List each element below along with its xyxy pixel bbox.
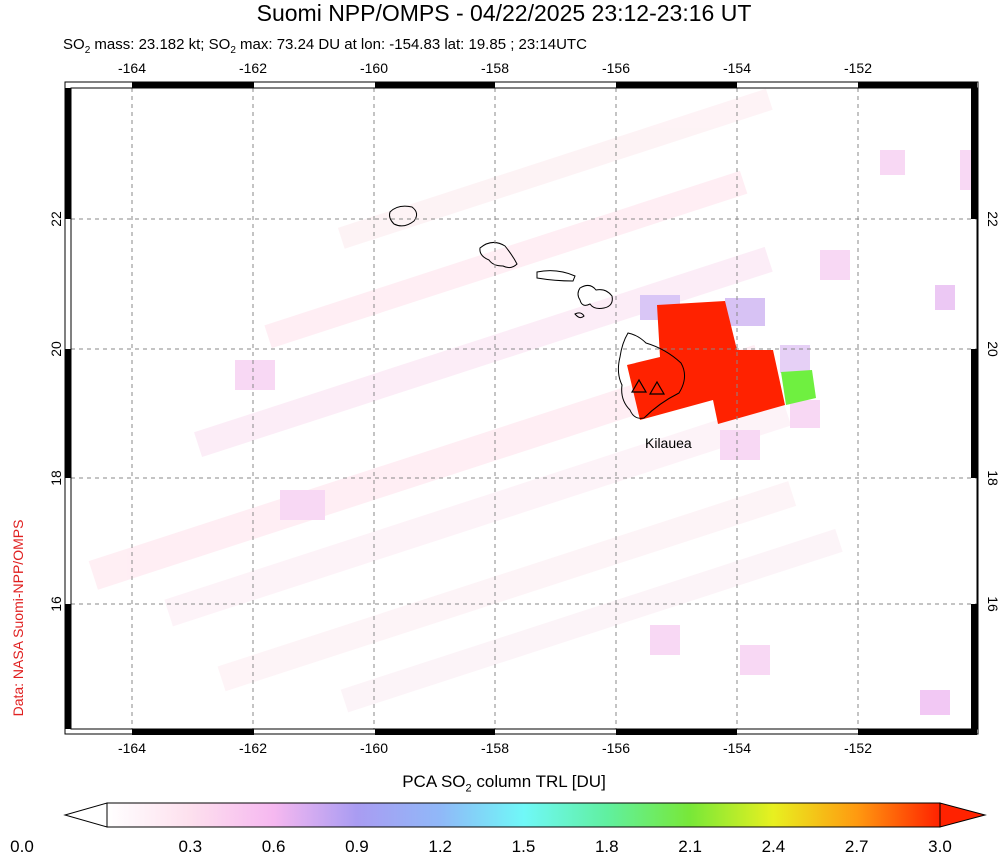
colorbar-tick-label: 3.0: [928, 837, 952, 856]
frame-bar: [375, 82, 495, 88]
colorbar-gradient: [106, 802, 941, 828]
volcano-markers: [630, 378, 666, 395]
lon-tick-top: -164: [117, 60, 147, 76]
volcano-label: Kilauea: [645, 435, 692, 451]
frame-bar: [65, 349, 71, 478]
lat-tick-right: 18: [984, 470, 1001, 486]
so2-background-pixels: [88, 88, 976, 715]
island-molokai: [536, 270, 576, 282]
frame-bar: [375, 729, 495, 735]
so2-summary: SO2 mass: 23.182 kt; SO2 max: 73.24 DU a…: [63, 36, 587, 56]
frame-bar: [65, 604, 71, 729]
lat-tick-left: 20: [47, 341, 64, 357]
colorbar-tick-label: 1.5: [511, 837, 536, 856]
colorbar-min-arrow: [63, 802, 108, 828]
lat-tick-right: 22: [984, 211, 1001, 227]
lat-tick-left: 16: [47, 596, 64, 612]
map: Kilauea: [64, 81, 979, 735]
map-frame-bars: [65, 82, 977, 735]
so2-plume-mid: [781, 370, 816, 405]
frame-bar: [971, 604, 977, 729]
frame-bar: [616, 82, 737, 88]
colorbar-tick-label: 0.3: [178, 837, 203, 856]
lon-tick-bottom: -158: [480, 740, 510, 756]
lon-tick-top: -158: [480, 60, 510, 76]
colorbar-title: PCA SO2 column TRL [DU]: [402, 772, 606, 795]
lon-tick-top: -162: [238, 60, 268, 76]
lon-tick-top: -160: [359, 60, 389, 76]
frame-bar: [858, 729, 977, 735]
lon-tick-top: -154: [722, 60, 752, 76]
lon-tick-bottom: -164: [117, 740, 147, 756]
lat-tick-left: 22: [47, 211, 64, 227]
colorbar-max-arrow: [939, 802, 987, 828]
frame-bar: [858, 82, 977, 88]
so2-plume-high: [627, 301, 785, 424]
lat-tick-left: 18: [47, 470, 64, 486]
volcano-triangle-icon: [648, 380, 666, 395]
colorbar-tick-label: 2.1: [678, 837, 702, 856]
colorbar-tick-label: 0.0: [10, 837, 34, 856]
lon-tick-bottom: -160: [359, 740, 389, 756]
lon-tick-bottom: -152: [843, 740, 873, 756]
island-kauai: [389, 205, 418, 227]
colorbar-tick-label: 2.7: [844, 837, 869, 856]
frame-bar: [132, 82, 254, 88]
coastlines: [389, 205, 685, 419]
frame-bar: [971, 88, 977, 219]
volcano-triangle-icon: [630, 378, 648, 393]
lon-tick-bottom: -162: [238, 740, 268, 756]
lat-tick-right: 16: [984, 596, 1001, 612]
colorbar-tick-label: 1.2: [428, 837, 453, 856]
frame-bar: [65, 88, 71, 219]
island-oahu: [479, 242, 518, 269]
colorbar-tick-label: 2.4: [761, 837, 786, 856]
island-maui: [577, 284, 613, 309]
lon-tick-top: -156: [601, 60, 631, 76]
frame-bar: [132, 729, 254, 735]
colorbar-tick-label: 0.6: [261, 837, 286, 856]
colorbar-tick-label: 0.9: [345, 837, 369, 856]
colorbar: [63, 802, 987, 828]
lon-tick-top: -152: [843, 60, 873, 76]
frame-bar: [971, 349, 977, 478]
lon-tick-bottom: -156: [601, 740, 631, 756]
lon-tick-bottom: -154: [722, 740, 752, 756]
island-lanai: [574, 312, 585, 319]
island-hawaii: [617, 332, 685, 419]
map-title: Suomi NPP/OMPS - 04/22/2025 23:12-23:16 …: [256, 0, 752, 26]
frame-bar: [616, 729, 737, 735]
lat-tick-right: 20: [984, 341, 1001, 357]
colorbar-tick-label: 1.8: [594, 837, 619, 856]
